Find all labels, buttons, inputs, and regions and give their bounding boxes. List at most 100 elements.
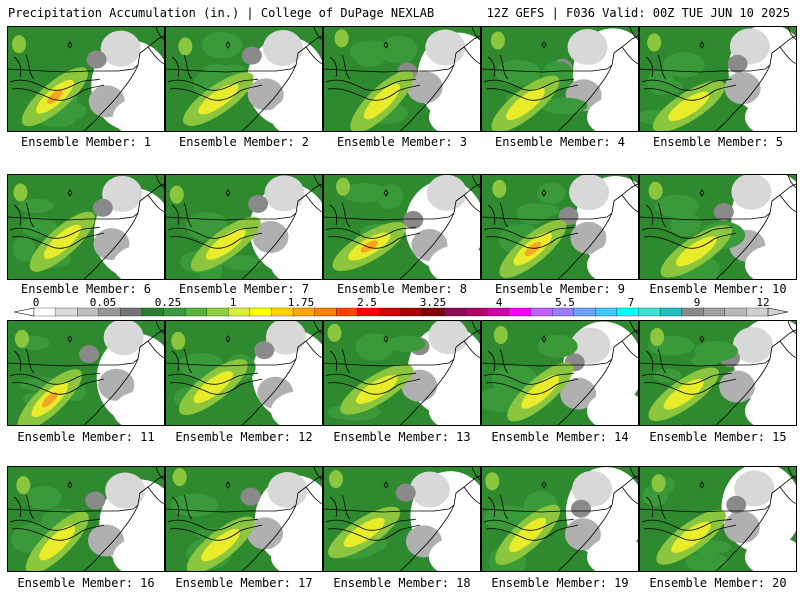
colorbar-swatch xyxy=(616,307,639,317)
colorbar-swatch xyxy=(228,307,251,317)
colorbar-swatch xyxy=(422,307,445,317)
ensemble-member-map xyxy=(165,26,323,132)
precip-map-svg xyxy=(640,27,796,131)
map-outlines xyxy=(166,467,322,571)
colorbar-tick-label: 1.75 xyxy=(287,296,315,309)
colorbar-swatch xyxy=(400,307,424,317)
map-outlines xyxy=(640,175,796,279)
ensemble-member-map xyxy=(7,26,165,132)
colorbar-swatch xyxy=(379,307,402,317)
ensemble-member-label: Ensemble Member: 14 xyxy=(491,430,629,444)
ensemble-member-label: Ensemble Member: 19 xyxy=(491,576,629,590)
colorbar-tick-label: 1 xyxy=(229,296,237,309)
ensemble-member-map xyxy=(481,174,639,280)
ensemble-member-label: Ensemble Member: 16 xyxy=(17,576,155,590)
colorbar-swatch xyxy=(530,307,553,317)
precip-map-svg xyxy=(640,467,796,571)
ensemble-member-label: Ensemble Member: 13 xyxy=(333,430,471,444)
map-outlines xyxy=(640,467,796,571)
colorbar-swatch xyxy=(703,307,726,317)
ensemble-member-map xyxy=(165,320,323,426)
ensemble-member-label: Ensemble Member: 11 xyxy=(17,430,155,444)
colorbar-swatch xyxy=(357,307,380,317)
map-outlines xyxy=(482,321,638,425)
ensemble-member-map xyxy=(7,320,165,426)
ensemble-member-map xyxy=(165,174,323,280)
ensemble-member-map xyxy=(323,466,481,572)
map-outlines xyxy=(166,27,322,131)
precip-map-svg xyxy=(324,175,480,279)
colorbar-swatch xyxy=(33,307,57,317)
colorbar-swatch xyxy=(638,307,661,317)
map-outlines xyxy=(324,27,480,131)
colorbar-swatch xyxy=(163,307,186,317)
map-title: Precipitation Accumulation (in.) | Colle… xyxy=(8,6,435,20)
ensemble-member-label: Ensemble Member: 9 xyxy=(494,282,626,296)
ensemble-member-map xyxy=(481,320,639,426)
colorbar-swatch xyxy=(271,307,294,317)
precip-map-svg xyxy=(8,321,164,425)
map-outlines xyxy=(8,467,164,571)
precip-map-svg xyxy=(8,175,164,279)
map-outlines xyxy=(640,27,796,131)
ensemble-member-label: Ensemble Member: 20 xyxy=(649,576,787,590)
precip-map-svg xyxy=(166,27,322,131)
precipitation-colorbar xyxy=(13,307,789,317)
colorbar-swatch xyxy=(206,307,229,317)
ensemble-member-map xyxy=(323,320,481,426)
ensemble-member-map xyxy=(165,466,323,572)
ensemble-member-label: Ensemble Member: 17 xyxy=(175,576,313,590)
ensemble-member-map xyxy=(639,26,797,132)
ensemble-member-label: Ensemble Member: 10 xyxy=(649,282,787,296)
map-outlines xyxy=(324,467,480,571)
run-info: 12Z GEFS | F036 Valid: 00Z TUE JUN 10 20… xyxy=(486,6,790,20)
colorbar-swatch xyxy=(55,307,78,317)
precip-map-svg xyxy=(482,321,638,425)
colorbar-swatch xyxy=(77,307,100,317)
precip-map-svg xyxy=(482,467,638,571)
ensemble-member-label: Ensemble Member: 18 xyxy=(333,576,471,590)
colorbar-tick-label: 0.05 xyxy=(89,296,117,309)
colorbar-swatch xyxy=(724,307,747,317)
precip-map-svg xyxy=(8,467,164,571)
precip-map-svg xyxy=(482,175,638,279)
colorbar-swatch xyxy=(659,307,683,317)
precip-map-svg xyxy=(324,27,480,131)
colorbar-swatch xyxy=(120,307,143,317)
precip-map-svg xyxy=(166,175,322,279)
ensemble-member-map xyxy=(481,26,639,132)
precip-map-svg xyxy=(166,467,322,571)
ensemble-member-map xyxy=(7,174,165,280)
colorbar-tick-label: 9 xyxy=(693,296,701,309)
ensemble-member-map xyxy=(639,320,797,426)
map-outlines xyxy=(8,27,164,131)
colorbar-swatch xyxy=(98,307,121,317)
colorbar-tick-label: 7 xyxy=(627,296,635,309)
ensemble-member-label: Ensemble Member: 4 xyxy=(494,135,626,149)
map-outlines xyxy=(324,175,480,279)
colorbar-tick-label: 4 xyxy=(495,296,503,309)
colorbar-swatch xyxy=(141,307,164,317)
colorbar-tick-label: 5.5 xyxy=(555,296,575,309)
precip-map-svg xyxy=(640,321,796,425)
ensemble-member-label: Ensemble Member: 8 xyxy=(336,282,468,296)
ensemble-member-label: Ensemble Member: 3 xyxy=(336,135,468,149)
ensemble-member-label: Ensemble Member: 15 xyxy=(649,430,787,444)
precip-map-svg xyxy=(324,467,480,571)
ensemble-member-label: Ensemble Member: 12 xyxy=(175,430,313,444)
precip-map-svg xyxy=(482,27,638,131)
colorbar-tick-label: 12 xyxy=(756,296,770,309)
colorbar-tick-label: 0 xyxy=(32,296,40,309)
map-outlines xyxy=(166,321,322,425)
map-outlines xyxy=(482,175,638,279)
colorbar-swatch xyxy=(292,307,316,317)
map-outlines xyxy=(166,175,322,279)
colorbar-swatch xyxy=(746,307,769,317)
precip-map-svg xyxy=(640,175,796,279)
ensemble-member-map xyxy=(7,466,165,572)
ensemble-member-map xyxy=(323,174,481,280)
ensemble-member-label: Ensemble Member: 6 xyxy=(20,282,152,296)
colorbar-swatch xyxy=(314,307,337,317)
colorbar-tick-label: 0.25 xyxy=(154,296,182,309)
precip-map-svg xyxy=(324,321,480,425)
